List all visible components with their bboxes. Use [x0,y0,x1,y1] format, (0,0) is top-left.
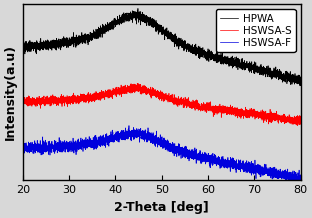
HSWSA-S [223,112,227,114]
HSWSA-S [276,115,280,118]
HSWSA-S [153,94,157,97]
HSWSA-S [140,89,144,92]
HSWSA-S [290,118,294,121]
HPWA [136,7,140,10]
Y-axis label: Intensity(a.u): Intensity(a.u) [4,44,17,140]
HSWSA-F [299,184,303,186]
HSWSA-F [223,161,227,164]
HSWSA-F [299,181,303,184]
HPWA [138,12,141,15]
HPWA [153,24,157,26]
HPWA [299,81,303,83]
HSWSA-S [296,124,300,127]
Line: HSWSA-S: HSWSA-S [23,83,301,126]
X-axis label: 2-Theta [deg]: 2-Theta [deg] [115,201,209,214]
Line: HPWA: HPWA [23,9,301,86]
HPWA [223,58,227,60]
HSWSA-F [153,144,157,147]
HSWSA-F [138,134,141,136]
HPWA [298,85,302,87]
Legend: HPWA, HSWSA-S, HSWSA-F: HPWA, HSWSA-S, HSWSA-F [216,9,295,52]
HPWA [140,13,144,16]
HPWA [21,49,25,51]
HSWSA-F [21,148,25,151]
HPWA [290,75,294,78]
HSWSA-S [135,82,139,85]
Line: HSWSA-F: HSWSA-F [23,126,301,185]
HSWSA-F [127,124,131,127]
HSWSA-F [140,136,144,138]
HSWSA-S [299,117,303,119]
HPWA [276,78,280,81]
HSWSA-F [276,169,280,171]
HSWSA-S [138,87,141,90]
HSWSA-F [290,177,294,179]
HSWSA-S [21,102,25,104]
